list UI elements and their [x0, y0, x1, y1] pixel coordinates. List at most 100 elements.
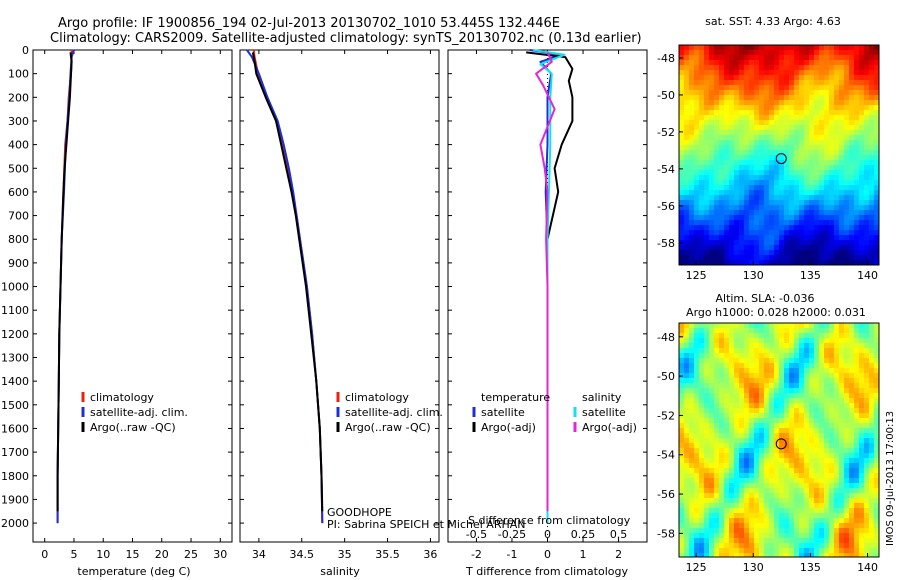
map-cell [854, 518, 860, 524]
map-cell [814, 353, 820, 359]
map-cell [699, 255, 705, 261]
map-cell [764, 523, 770, 529]
map-cell [859, 368, 865, 374]
map-cell [744, 215, 750, 221]
map-cell [744, 195, 750, 201]
map-cell [724, 478, 730, 484]
map-cell [824, 358, 830, 364]
map-cell [859, 185, 865, 191]
map-cell [809, 463, 815, 469]
map-cell [849, 70, 855, 76]
map-cell [699, 463, 705, 469]
map-cell [739, 393, 745, 399]
map-cell [874, 473, 879, 479]
map-cell [759, 388, 765, 394]
map-cell [724, 328, 730, 334]
map-cell [749, 145, 755, 151]
map-cell [859, 105, 865, 111]
map-cell [854, 323, 860, 329]
map-cell [799, 90, 805, 96]
map-cell [714, 473, 720, 479]
map-cell [679, 170, 685, 176]
map-cell [679, 245, 685, 251]
map-cell [874, 145, 879, 151]
map-cell [799, 398, 805, 404]
lat-tick-label: -50 [657, 89, 675, 102]
map-cell [734, 528, 740, 534]
map-cell [724, 235, 730, 241]
map-cell [864, 358, 870, 364]
map-cell [804, 483, 810, 489]
map-cell [819, 100, 825, 106]
map-cell [694, 463, 700, 469]
map-cell [819, 155, 825, 161]
map-cell [714, 130, 720, 136]
map-cell [704, 423, 710, 429]
map-cell [729, 65, 735, 71]
map-cell [854, 130, 860, 136]
map-cell [809, 503, 815, 509]
map-cell [749, 428, 755, 434]
map-cell [704, 225, 710, 231]
map-cell [874, 388, 879, 394]
map-cell [849, 115, 855, 121]
map-cell [694, 105, 700, 111]
map-cell [799, 403, 805, 409]
map-cell [809, 65, 815, 71]
map-cell [864, 230, 870, 236]
map-cell [729, 483, 735, 489]
map-cell [834, 343, 840, 349]
map-cell [764, 363, 770, 369]
map-cell [749, 95, 755, 101]
map-cell [724, 245, 730, 251]
map-cell [799, 75, 805, 81]
map-cell [819, 70, 825, 76]
map-cell [759, 85, 765, 91]
map-cell [764, 145, 770, 151]
map-cell [719, 348, 725, 354]
map-cell [764, 110, 770, 116]
map-cell [869, 90, 875, 96]
map-cell [704, 65, 710, 71]
map-cell [869, 240, 875, 246]
map-cell [809, 323, 815, 329]
map-cell [699, 65, 705, 71]
map-cell [724, 378, 730, 384]
map-cell [839, 338, 845, 344]
map-cell [874, 125, 879, 131]
map-cell [774, 55, 780, 61]
map-cell [739, 468, 745, 474]
map-cell [869, 358, 875, 364]
map-cell [759, 105, 765, 111]
map-cell [804, 468, 810, 474]
map-cell [774, 498, 780, 504]
map-cell [784, 240, 790, 246]
map-cell [679, 468, 685, 474]
map-cell [709, 250, 715, 256]
map-cell [744, 463, 750, 469]
map-cell [804, 358, 810, 364]
map-cell [759, 393, 765, 399]
map-cell [729, 323, 735, 329]
map-cell [849, 373, 855, 379]
map-cell [684, 388, 690, 394]
map-cell [799, 348, 805, 354]
map-cell [874, 210, 879, 216]
map-cell [769, 548, 775, 554]
map-cell [694, 170, 700, 176]
map-cell [794, 403, 800, 409]
map-cell [714, 488, 720, 494]
map-cell [804, 473, 810, 479]
map-cell [784, 458, 790, 464]
map-cell [794, 180, 800, 186]
map-cell [849, 230, 855, 236]
map-cell [834, 230, 840, 236]
map-cell [709, 145, 715, 151]
map-cell [834, 90, 840, 96]
map-cell [784, 503, 790, 509]
map-cell [709, 100, 715, 106]
map-cell [719, 240, 725, 246]
map-cell [744, 205, 750, 211]
map-cell [819, 210, 825, 216]
map-cell [749, 160, 755, 166]
